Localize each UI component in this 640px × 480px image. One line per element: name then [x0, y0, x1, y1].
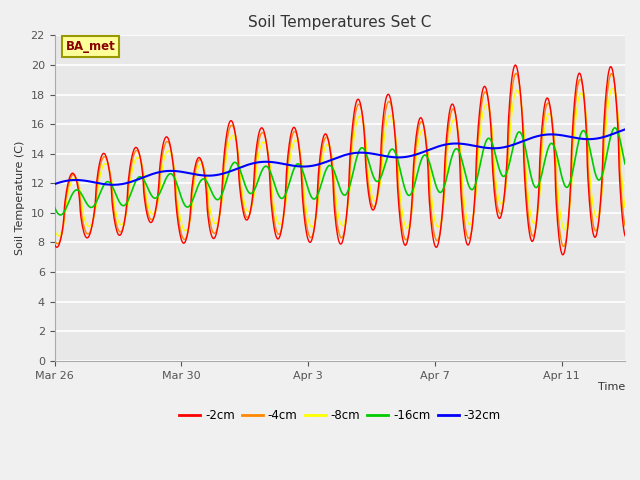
Legend: -2cm, -4cm, -8cm, -16cm, -32cm: -2cm, -4cm, -8cm, -16cm, -32cm — [174, 404, 506, 427]
Text: BA_met: BA_met — [66, 40, 116, 53]
X-axis label: Time: Time — [598, 382, 625, 392]
Y-axis label: Soil Temperature (C): Soil Temperature (C) — [15, 141, 25, 255]
Title: Soil Temperatures Set C: Soil Temperatures Set C — [248, 15, 431, 30]
